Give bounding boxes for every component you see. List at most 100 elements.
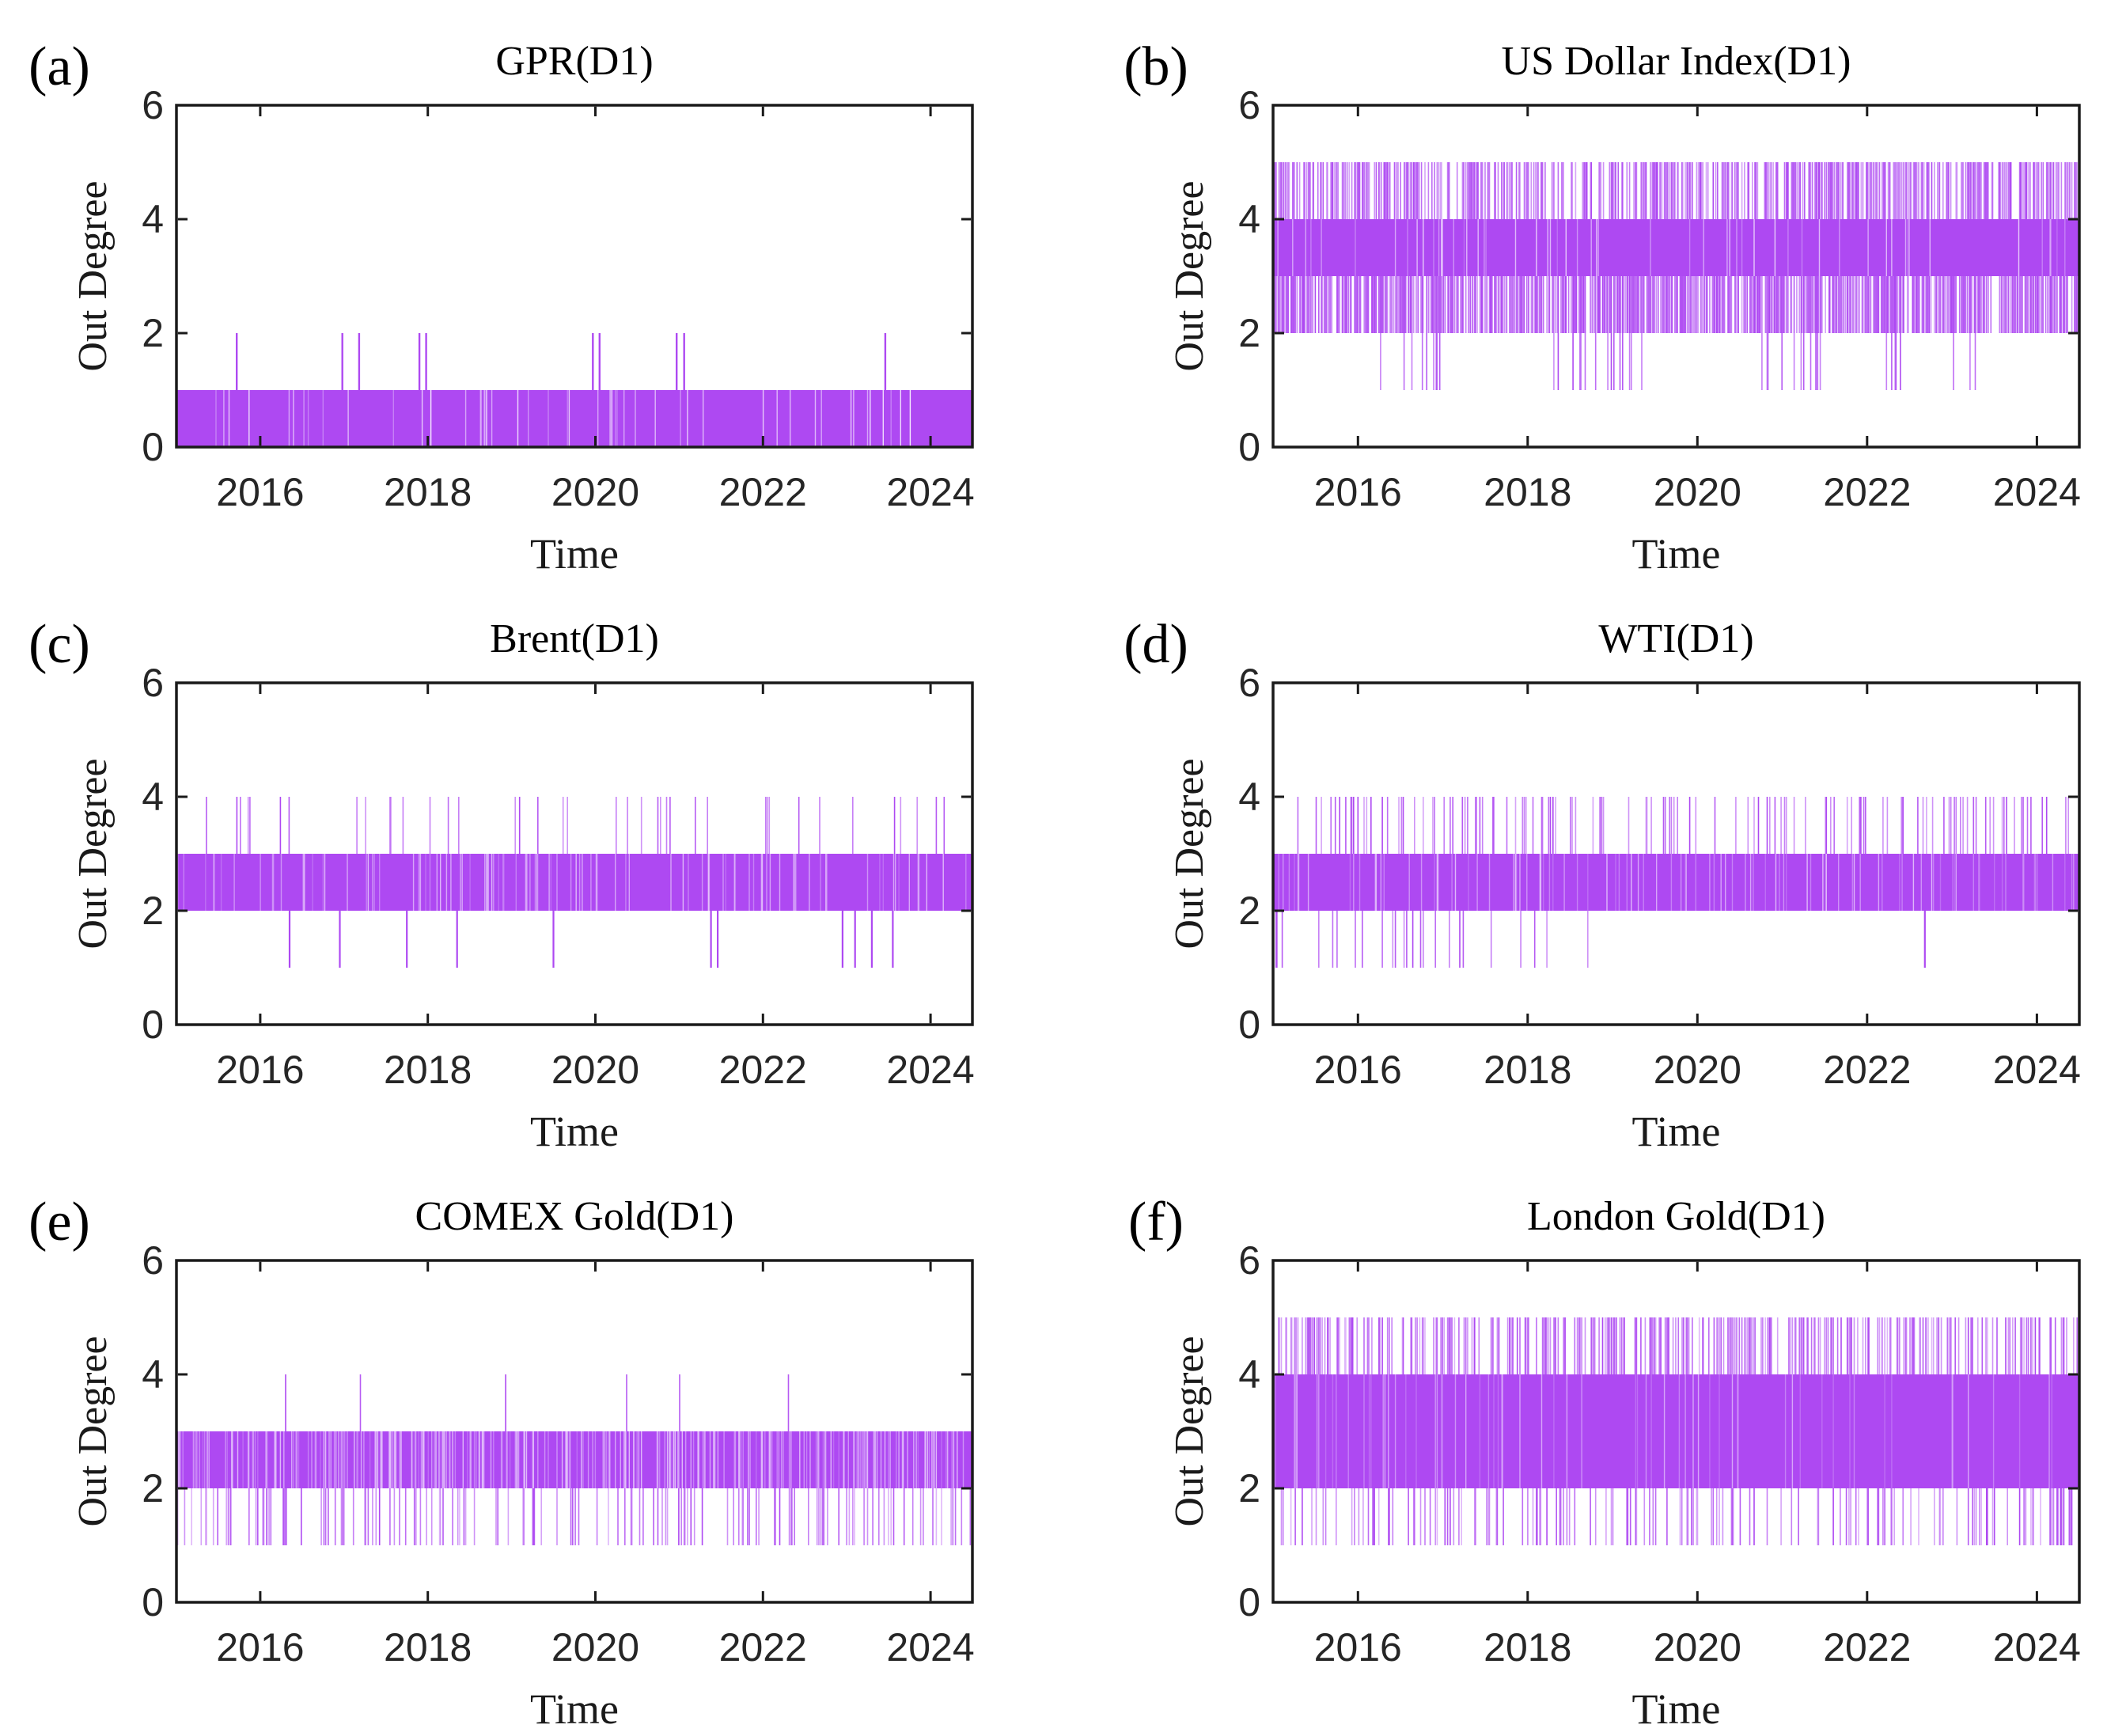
panel-c-band-gaps — [183, 854, 967, 911]
panel-c-band-gaps — [303, 854, 944, 911]
panel-d-axes-box — [1271, 681, 2081, 1026]
panel-b-y-axis-label: Out Degree — [1167, 180, 1212, 372]
panel-b-x-axis-label: Time — [1631, 530, 1721, 578]
panel-a-x-tick-label: 2020 — [551, 470, 640, 514]
panel-e-series-strokes — [176, 1488, 952, 1545]
panel-f-x-axis-label: Time — [1631, 1685, 1721, 1733]
panel-a-band-gaps — [303, 390, 681, 447]
panel-d-band-gaps — [1278, 854, 2073, 911]
panel-a-x-tick-label: 2022 — [718, 470, 807, 514]
panel-a-x-axis-label: Time — [529, 530, 620, 578]
panel-b-series-strokes — [1290, 162, 2065, 390]
panel-b-x-tick-label: 2018 — [1484, 470, 1572, 514]
panel-a-band-gaps — [430, 390, 911, 447]
panel-e-band — [176, 1431, 972, 1488]
panel-label-f: (f) — [1128, 1192, 1184, 1253]
panel-c-x-tick-label: 2020 — [551, 1048, 640, 1092]
panel-a-y-tick-label: 4 — [142, 197, 164, 241]
panel-e-series-strokes — [285, 1374, 781, 1545]
panel-e-band-gaps — [207, 1431, 958, 1488]
panel-e-series-strokes — [191, 1488, 942, 1545]
panel-d-x-tick-label: 2022 — [1823, 1048, 1912, 1092]
panel-a-y-axis-label: Out Degree — [70, 180, 116, 372]
panel-d-band-gaps — [1375, 854, 1933, 911]
panel-c-y-tick-label: 2 — [142, 889, 164, 933]
panel-b-x-tick-label: 2024 — [1992, 470, 2081, 514]
panel-label-b: (b) — [1124, 36, 1188, 97]
panel-c-y-tick-label: 0 — [142, 1003, 164, 1047]
panel-e-x-tick-label: 2016 — [216, 1625, 305, 1670]
panel-a-plot — [175, 104, 974, 449]
panel-d-series-strokes — [1275, 797, 2048, 968]
panel-b-y-tick-label: 2 — [1238, 311, 1260, 355]
panel-b-band-gaps — [1463, 219, 2058, 276]
panel-e-band-gaps — [202, 1431, 948, 1488]
panel-f-plot — [1271, 1259, 2081, 1604]
panel-b-band-gaps — [1423, 219, 2020, 276]
panel-b-plot — [1271, 104, 2081, 449]
panel-a-band-gaps — [215, 390, 892, 447]
panel-a-y-tick-label: 0 — [142, 425, 164, 469]
panel-d-series-strokes — [1392, 797, 2069, 968]
panel-a-axes-box — [175, 104, 974, 449]
panel-c-series-strokes — [236, 797, 896, 854]
panel-d-y-tick-label: 2 — [1238, 889, 1260, 933]
panel-d-band-gaps — [1294, 854, 2066, 911]
panel-f-y-tick-label: 4 — [1238, 1352, 1260, 1397]
panel-d-series-strokes — [1318, 797, 2067, 968]
panel-d-plot — [1271, 681, 2081, 1026]
panel-e-x-tick-label: 2020 — [551, 1625, 640, 1670]
panel-c-y-tick-label: 6 — [142, 661, 164, 705]
panel-d-y-tick-label: 4 — [1238, 775, 1260, 819]
panel-a-band — [176, 390, 972, 447]
panel-f-band — [1273, 1374, 2079, 1488]
panel-e-x-tick-label: 2024 — [886, 1625, 975, 1670]
panel-e-y-tick-label: 0 — [142, 1580, 164, 1624]
panel-b-tick-marks — [1274, 106, 2079, 446]
panel-d-x-tick-label: 2020 — [1653, 1048, 1741, 1092]
panel-a-x-tick-label: 2024 — [886, 470, 975, 514]
panel-d-title: WTI(D1) — [1598, 616, 1754, 661]
panel-a-y-tick-label: 2 — [142, 311, 164, 355]
panel-a-band-gaps — [293, 390, 855, 447]
panel-label-c: (c) — [28, 614, 90, 675]
panel-e-band-gaps — [180, 1431, 953, 1488]
panel-d-x-tick-label: 2018 — [1484, 1048, 1572, 1092]
panel-c-plot — [175, 681, 974, 1026]
panel-c-series-strokes — [206, 797, 945, 854]
panel-c-x-tick-label: 2016 — [216, 1048, 305, 1092]
panel-c-band — [176, 854, 972, 911]
panel-b-y-tick-label: 6 — [1238, 83, 1260, 127]
panel-b-band-gaps — [1310, 219, 2066, 276]
panel-d-x-axis-label: Time — [1631, 1108, 1721, 1155]
panel-f-x-tick-label: 2018 — [1484, 1625, 1572, 1670]
panel-e-band-gaps — [178, 1431, 949, 1488]
panel-f-tick-marks — [1274, 1261, 2079, 1601]
panel-b-band-gaps — [1277, 219, 2051, 276]
panel-e-x-tick-label: 2022 — [718, 1625, 807, 1670]
panel-d-series-strokes — [1281, 797, 2043, 968]
panel-e-x-tick-label: 2018 — [384, 1625, 472, 1670]
panel-e-y-tick-label: 2 — [142, 1466, 164, 1510]
panel-a-x-tick-label: 2018 — [384, 470, 472, 514]
panel-a-band-gaps — [223, 390, 869, 447]
panel-e-y-axis-label: Out Degree — [70, 1336, 116, 1527]
panel-b-band-gaps — [1321, 219, 1840, 276]
panel-e-series-strokes — [184, 1488, 922, 1545]
panel-d-series-strokes — [1276, 797, 2029, 968]
panel-a-x-tick-label: 2016 — [216, 470, 305, 514]
panel-c-x-tick-label: 2024 — [886, 1048, 975, 1092]
panel-label-a: (a) — [28, 36, 90, 97]
panel-f-axes-box — [1271, 1259, 2081, 1604]
panel-a-band-gaps — [228, 390, 852, 447]
panel-c-x-axis-label: Time — [529, 1108, 620, 1155]
panel-c-title: Brent(D1) — [490, 616, 659, 661]
panel-d-x-tick-label: 2016 — [1313, 1048, 1402, 1092]
panel-d-y-axis-label: Out Degree — [1167, 758, 1212, 949]
panel-f-band-gaps — [1296, 1374, 1969, 1488]
panel-f-band-gaps — [1294, 1374, 1995, 1488]
panel-label-e: (e) — [28, 1192, 90, 1253]
panel-f-title: London Gold(D1) — [1527, 1194, 1825, 1239]
panel-c-series-strokes — [247, 797, 918, 854]
panel-e-axes-box — [175, 1259, 974, 1604]
